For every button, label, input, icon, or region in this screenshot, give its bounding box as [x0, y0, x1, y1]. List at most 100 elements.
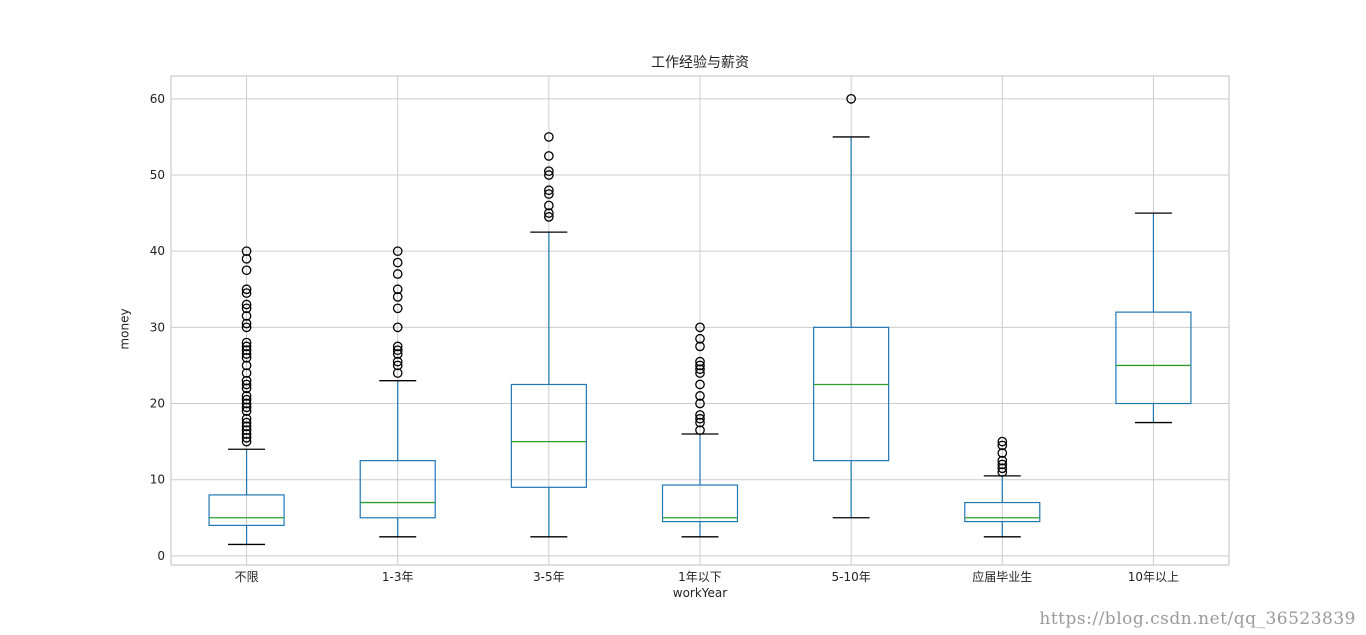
- outlier-point: [544, 170, 554, 180]
- outlier-point: [695, 360, 705, 371]
- x-tick-label: 应届毕业生: [972, 569, 1032, 584]
- y-axis-label: money: [117, 308, 132, 350]
- y-tick-label: 50: [150, 168, 165, 182]
- outlier-point: [544, 200, 554, 211]
- iqr-box: [359, 460, 436, 519]
- outlier-point: [241, 383, 252, 394]
- outlier-point: [392, 356, 403, 367]
- outlier-point: [695, 413, 705, 424]
- outlier-point: [241, 303, 252, 314]
- outlier-point: [241, 311, 252, 321]
- outlier-point: [241, 318, 252, 329]
- outlier-point: [392, 341, 403, 352]
- y-tick-label: 30: [150, 320, 165, 334]
- axes: 0 10 20 30 40 50 60 不限 1-3年 3-5年 1年以下 5-10年 应届毕业生 10年…: [150, 92, 1179, 584]
- box-group: [208, 246, 285, 546]
- outlier-point: [997, 463, 1008, 474]
- outlier-point: [241, 253, 252, 264]
- outlier-point: [241, 352, 252, 363]
- outlier-point: [997, 459, 1008, 470]
- outlier-point: [241, 432, 252, 443]
- outlier-point: [241, 402, 252, 413]
- outlier-point: [544, 132, 554, 142]
- outlier-point: [241, 421, 252, 432]
- outlier-point: [241, 299, 252, 310]
- outlier-point: [695, 322, 705, 333]
- outlier-point: [392, 269, 403, 279]
- outlier-point: [241, 288, 252, 298]
- outlier-point: [695, 391, 705, 401]
- iqr-box: [661, 484, 739, 523]
- outlier-point: [695, 341, 705, 352]
- outlier-point: [241, 345, 252, 356]
- outlier-point: [241, 360, 252, 371]
- box-group: [1115, 212, 1192, 424]
- outlier-point: [241, 406, 252, 416]
- outlier-point: [997, 455, 1008, 466]
- outlier-point: [392, 349, 403, 359]
- outlier-point: [241, 429, 252, 439]
- outlier-point: [695, 425, 705, 436]
- outlier-point: [695, 417, 705, 428]
- x-tick-label: 5-10年: [832, 570, 871, 584]
- outlier-point: [392, 345, 403, 356]
- outlier-point: [241, 341, 252, 352]
- outlier-point: [241, 349, 252, 359]
- outlier-point: [997, 440, 1008, 451]
- outlier-point: [997, 467, 1008, 477]
- box-group: [510, 132, 587, 538]
- outlier-point: [241, 337, 252, 348]
- outlier-point: [695, 410, 705, 420]
- outlier-point: [695, 333, 705, 344]
- y-tick-label: 40: [150, 244, 165, 258]
- iqr-box: [1115, 311, 1192, 405]
- outlier-point: [241, 436, 252, 447]
- outlier-point: [392, 292, 403, 302]
- outlier-point: [241, 391, 252, 401]
- y-tick-label: 0: [157, 549, 165, 563]
- outlier-point: [695, 398, 705, 409]
- x-tick-label: 1年以下: [678, 570, 722, 584]
- outlier-point: [695, 364, 705, 375]
- outlier-point: [544, 185, 554, 196]
- x-tick-label: 10年以上: [1128, 570, 1179, 584]
- outlier-point: [392, 303, 403, 314]
- outlier-point: [392, 360, 403, 371]
- outlier-point: [544, 208, 554, 218]
- outlier-point: [544, 166, 554, 177]
- box-group: [661, 322, 739, 538]
- outlier-point: [392, 246, 403, 257]
- outlier-point: [392, 257, 403, 268]
- x-axis-label: workYear: [672, 586, 728, 600]
- outlier-point: [241, 425, 252, 436]
- outlier-point: [241, 379, 252, 390]
- outlier-point: [241, 398, 252, 409]
- box-group: [359, 246, 436, 538]
- iqr-box: [813, 326, 890, 462]
- y-tick-label: 60: [150, 92, 165, 106]
- outlier-point: [241, 322, 252, 333]
- x-tick-label: 1-3年: [382, 570, 414, 584]
- y-tick-label: 20: [150, 397, 165, 411]
- x-tick-label: 不限: [235, 570, 259, 584]
- iqr-box: [208, 494, 285, 526]
- outlier-point: [997, 436, 1008, 447]
- outlier-point: [241, 265, 252, 276]
- outlier-point: [544, 151, 554, 161]
- outlier-point: [392, 322, 403, 333]
- chart-title: 工作经验与薪资: [651, 55, 749, 71]
- outlier-point: [241, 417, 252, 428]
- outlier-point: [997, 448, 1008, 458]
- box-series: [208, 94, 1192, 546]
- outlier-point: [241, 375, 252, 386]
- watermark-url: https://blog.csdn.net/qq_36523839: [1039, 609, 1356, 629]
- outlier-point: [846, 94, 856, 104]
- outlier-point: [241, 394, 252, 405]
- outlier-point: [392, 368, 403, 378]
- outlier-point: [695, 379, 705, 390]
- y-tick-label: 10: [150, 473, 165, 487]
- outlier-point: [241, 413, 252, 424]
- outlier-point: [241, 284, 252, 295]
- outlier-point: [544, 212, 554, 222]
